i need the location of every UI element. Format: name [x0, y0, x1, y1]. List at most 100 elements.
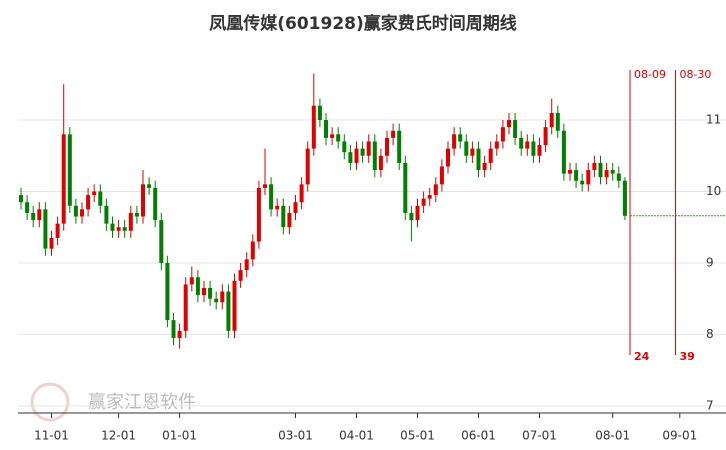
candle-body: [128, 212, 133, 231]
candle-body: [208, 287, 213, 299]
candle-body: [195, 277, 200, 296]
candle-body: [574, 170, 579, 181]
candle-body: [580, 180, 585, 185]
candle-body: [31, 212, 36, 221]
candle-body: [116, 227, 121, 231]
candle-body: [153, 187, 158, 221]
candle-body: [61, 134, 66, 224]
candle-body: [110, 223, 115, 231]
candle-body: [202, 287, 206, 296]
cycle-date: 08-09: [634, 68, 666, 81]
candle-body: [433, 184, 438, 196]
candle-body: [305, 148, 310, 185]
y-tick-label: 9: [706, 255, 714, 269]
candle-body: [214, 298, 219, 303]
candle-body: [134, 212, 139, 217]
x-tick-label: 07-01: [522, 429, 557, 443]
candle-body: [378, 155, 383, 171]
watermark-logo: [30, 382, 70, 422]
candle-body: [159, 220, 164, 263]
candle-body: [232, 280, 237, 331]
candle-body: [397, 130, 402, 163]
candle-body: [37, 209, 42, 221]
candle-body: [421, 198, 426, 206]
candle-body: [80, 209, 84, 217]
candle-body: [275, 205, 280, 210]
candle-body: [476, 148, 481, 171]
candle-body: [287, 212, 292, 228]
candle-body: [141, 184, 145, 217]
candle-body: [244, 259, 249, 271]
candle-body: [464, 141, 469, 156]
candle-body: [348, 152, 353, 163]
cycle-date: 08-30: [679, 68, 711, 81]
y-tick-label: 7: [706, 398, 714, 412]
candle-body: [592, 162, 597, 171]
watermark: 赢家江恩软件: [88, 391, 196, 413]
candle-body: [500, 127, 505, 142]
candle-body: [165, 262, 170, 321]
candle-body: [427, 195, 432, 199]
y-tick-label: 11: [706, 113, 721, 127]
candle-body: [183, 284, 188, 331]
candle-body: [531, 141, 536, 156]
candle-body: [342, 141, 347, 153]
candle-body: [177, 330, 182, 338]
x-tick-label: 03-01: [278, 429, 313, 443]
candle-body: [494, 141, 499, 149]
candle-body: [525, 141, 530, 149]
candle-body: [616, 173, 621, 181]
cycle-count: 39: [679, 350, 694, 363]
candle-body: [171, 320, 176, 338]
candle-body: [415, 205, 420, 221]
candle-body: [317, 105, 322, 121]
logo-ring: [30, 382, 70, 422]
candle-body: [610, 170, 615, 174]
y-tick-label: 10: [706, 184, 721, 198]
candle-body: [67, 134, 72, 206]
x-tick-label: 06-01: [461, 429, 496, 443]
candle-body: [403, 162, 408, 213]
candle-body: [561, 130, 566, 174]
candle-body: [385, 137, 389, 156]
candle-body: [488, 148, 493, 163]
candle-body: [19, 195, 23, 203]
candle-body: [311, 105, 316, 149]
candle-body: [189, 277, 194, 285]
candle-body: [25, 202, 30, 213]
candle-body: [43, 209, 48, 249]
cycle-count: 24: [634, 350, 650, 363]
candle-body: [586, 170, 591, 185]
candle-body: [354, 148, 359, 163]
candle-body: [391, 130, 396, 138]
candle-body: [86, 195, 91, 210]
candle-body: [293, 202, 298, 213]
candle-body: [256, 187, 261, 242]
candle-body: [55, 223, 60, 238]
x-tick-label: 09-01: [662, 429, 697, 443]
candle-body: [73, 205, 78, 217]
x-tick-label: 04-01: [339, 429, 374, 443]
candle-body: [324, 120, 328, 138]
candle-body: [147, 184, 152, 188]
x-tick-label: 05-01: [400, 429, 435, 443]
candle-body: [220, 291, 225, 303]
candle-body: [281, 205, 286, 228]
candle-body: [336, 134, 341, 142]
x-tick-label: 11-01: [34, 429, 69, 443]
candle-body: [238, 270, 243, 281]
chart-title: 凤凰传媒(601928)赢家费氏时间周期线: [209, 13, 517, 34]
x-tick-label: 12-01: [101, 429, 136, 443]
candle-body: [366, 141, 371, 156]
x-tick-label: 08-01: [595, 429, 630, 443]
candle-body: [513, 120, 518, 138]
candle-body: [458, 134, 463, 142]
candle-body: [598, 162, 603, 178]
candle-body: [549, 112, 554, 128]
candle-body: [568, 170, 572, 174]
candle-body: [622, 180, 627, 216]
candle-body: [409, 212, 414, 221]
candle-body: [555, 112, 560, 131]
candle-body: [92, 191, 97, 196]
